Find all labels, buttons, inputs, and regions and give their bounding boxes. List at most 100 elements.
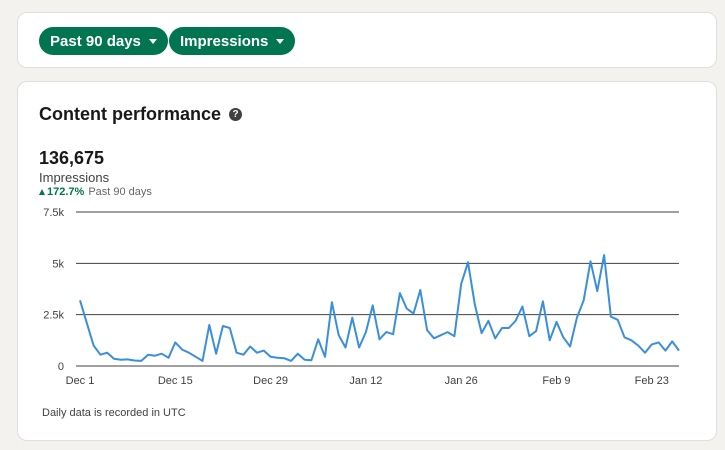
data-point[interactable] bbox=[77, 297, 83, 303]
data-point[interactable] bbox=[499, 325, 505, 331]
data-point[interactable] bbox=[329, 299, 335, 305]
data-point[interactable] bbox=[281, 355, 287, 361]
data-point[interactable] bbox=[322, 354, 328, 360]
data-point[interactable] bbox=[213, 351, 219, 357]
data-point[interactable] bbox=[424, 327, 430, 333]
data-point[interactable] bbox=[438, 332, 444, 338]
data-point[interactable] bbox=[594, 288, 600, 294]
data-point[interactable] bbox=[118, 357, 124, 363]
data-point[interactable] bbox=[411, 311, 417, 317]
data-point[interactable] bbox=[553, 319, 559, 325]
data-point[interactable] bbox=[111, 356, 117, 362]
triangle-up-icon bbox=[39, 189, 45, 195]
data-point[interactable] bbox=[574, 315, 580, 321]
data-point[interactable] bbox=[206, 322, 212, 328]
data-point[interactable] bbox=[172, 339, 178, 345]
data-point[interactable] bbox=[519, 303, 525, 309]
data-point[interactable] bbox=[669, 338, 675, 344]
data-point[interactable] bbox=[349, 315, 355, 321]
content-performance-card: Content performance ? 136,675 Impression… bbox=[17, 81, 717, 441]
x-tick-label: Jan 26 bbox=[445, 375, 478, 387]
data-point[interactable] bbox=[676, 348, 682, 354]
date-range-dropdown[interactable]: Past 90 days bbox=[39, 27, 168, 55]
data-point[interactable] bbox=[417, 287, 423, 293]
data-point[interactable] bbox=[179, 347, 185, 353]
data-point[interactable] bbox=[506, 325, 512, 331]
data-point[interactable] bbox=[431, 335, 437, 341]
data-point[interactable] bbox=[533, 328, 539, 334]
data-point[interactable] bbox=[227, 325, 233, 331]
data-point[interactable] bbox=[138, 358, 144, 364]
data-point[interactable] bbox=[200, 358, 206, 364]
data-point[interactable] bbox=[193, 354, 199, 360]
data-point[interactable] bbox=[370, 302, 376, 308]
data-point[interactable] bbox=[240, 352, 246, 358]
data-point[interactable] bbox=[315, 336, 321, 342]
x-tick-label: Dec 29 bbox=[253, 375, 288, 387]
change-percentage: 172.7% bbox=[47, 186, 85, 198]
data-point[interactable] bbox=[104, 350, 110, 356]
data-point[interactable] bbox=[131, 357, 137, 363]
data-point[interactable] bbox=[588, 258, 594, 264]
data-point[interactable] bbox=[540, 298, 546, 304]
change-row: 172.7% Past 90 days bbox=[39, 186, 152, 198]
data-point[interactable] bbox=[656, 339, 662, 345]
data-point[interactable] bbox=[649, 341, 655, 347]
data-point[interactable] bbox=[635, 342, 641, 348]
data-point[interactable] bbox=[465, 259, 471, 265]
data-point[interactable] bbox=[336, 332, 342, 338]
data-point[interactable] bbox=[268, 354, 274, 360]
data-point[interactable] bbox=[404, 306, 410, 312]
data-point[interactable] bbox=[628, 337, 634, 343]
title-row: Content performance ? bbox=[39, 104, 243, 125]
data-point[interactable] bbox=[601, 252, 607, 258]
data-point[interactable] bbox=[479, 330, 485, 336]
data-point[interactable] bbox=[383, 329, 389, 335]
data-point[interactable] bbox=[547, 337, 553, 343]
data-point[interactable] bbox=[513, 318, 519, 324]
data-point[interactable] bbox=[377, 336, 383, 342]
data-point[interactable] bbox=[152, 353, 158, 359]
data-point[interactable] bbox=[526, 333, 532, 339]
data-point[interactable] bbox=[125, 356, 131, 362]
data-point[interactable] bbox=[247, 343, 253, 349]
data-point[interactable] bbox=[356, 345, 362, 351]
data-point[interactable] bbox=[308, 357, 314, 363]
data-point[interactable] bbox=[485, 318, 491, 324]
data-point[interactable] bbox=[492, 335, 498, 341]
data-point[interactable] bbox=[390, 331, 396, 337]
data-point[interactable] bbox=[234, 350, 240, 356]
data-point[interactable] bbox=[608, 314, 614, 320]
data-point[interactable] bbox=[295, 351, 301, 357]
data-point[interactable] bbox=[97, 352, 103, 358]
data-point[interactable] bbox=[165, 355, 171, 361]
data-point[interactable] bbox=[662, 348, 668, 354]
data-point[interactable] bbox=[84, 320, 90, 326]
data-point[interactable] bbox=[581, 297, 587, 303]
data-point[interactable] bbox=[254, 350, 260, 356]
data-point[interactable] bbox=[642, 350, 648, 356]
data-point[interactable] bbox=[458, 281, 464, 287]
data-point[interactable] bbox=[615, 317, 621, 323]
impressions-series-line[interactable] bbox=[79, 254, 680, 362]
data-point[interactable] bbox=[302, 357, 308, 363]
data-point[interactable] bbox=[186, 350, 192, 356]
metric-dropdown[interactable]: Impressions bbox=[169, 27, 296, 55]
data-point[interactable] bbox=[288, 358, 294, 364]
data-point[interactable] bbox=[445, 329, 451, 335]
data-point[interactable] bbox=[567, 343, 573, 349]
data-point[interactable] bbox=[220, 323, 226, 329]
question-circle-icon[interactable]: ? bbox=[229, 108, 243, 121]
data-point[interactable] bbox=[397, 290, 403, 296]
data-point[interactable] bbox=[472, 301, 478, 307]
data-point[interactable] bbox=[560, 334, 566, 340]
data-point[interactable] bbox=[363, 329, 369, 335]
data-point[interactable] bbox=[91, 342, 97, 348]
data-point[interactable] bbox=[451, 333, 457, 339]
data-point[interactable] bbox=[622, 334, 628, 340]
data-point[interactable] bbox=[342, 345, 348, 351]
data-point[interactable] bbox=[274, 355, 280, 361]
data-point[interactable] bbox=[159, 351, 165, 357]
data-point[interactable] bbox=[145, 352, 151, 358]
data-point[interactable] bbox=[261, 348, 267, 354]
